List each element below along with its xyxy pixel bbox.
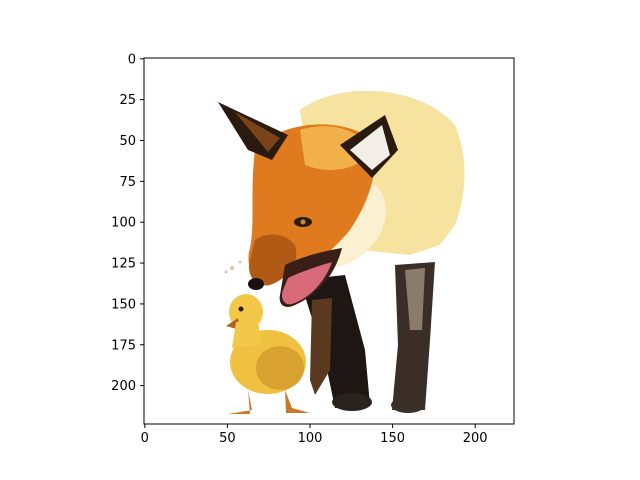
y-axis: 0 25 50 75 100 125 150 175 200: [111, 52, 144, 394]
x-tick-label: 0: [141, 431, 149, 446]
x-axis: 0 50 100 150 200: [141, 424, 488, 446]
fox-image: [218, 90, 465, 413]
y-tick-label: 175: [111, 338, 136, 353]
y-tick-label: 50: [119, 134, 136, 149]
x-tick-label: 50: [219, 431, 236, 446]
y-tick-label: 200: [111, 379, 136, 394]
y-tick-label: 150: [111, 297, 136, 312]
y-tick-label: 100: [111, 216, 136, 231]
image-area: [143, 57, 515, 425]
duckling-image: [226, 294, 310, 414]
y-tick-label: 125: [111, 257, 136, 272]
x-tick-label: 150: [380, 431, 405, 446]
y-tick-label: 25: [119, 93, 136, 108]
x-tick-label: 200: [463, 431, 488, 446]
x-tick-label: 100: [298, 431, 323, 446]
y-tick-label: 0: [128, 52, 136, 67]
y-tick-label: 75: [119, 175, 136, 190]
